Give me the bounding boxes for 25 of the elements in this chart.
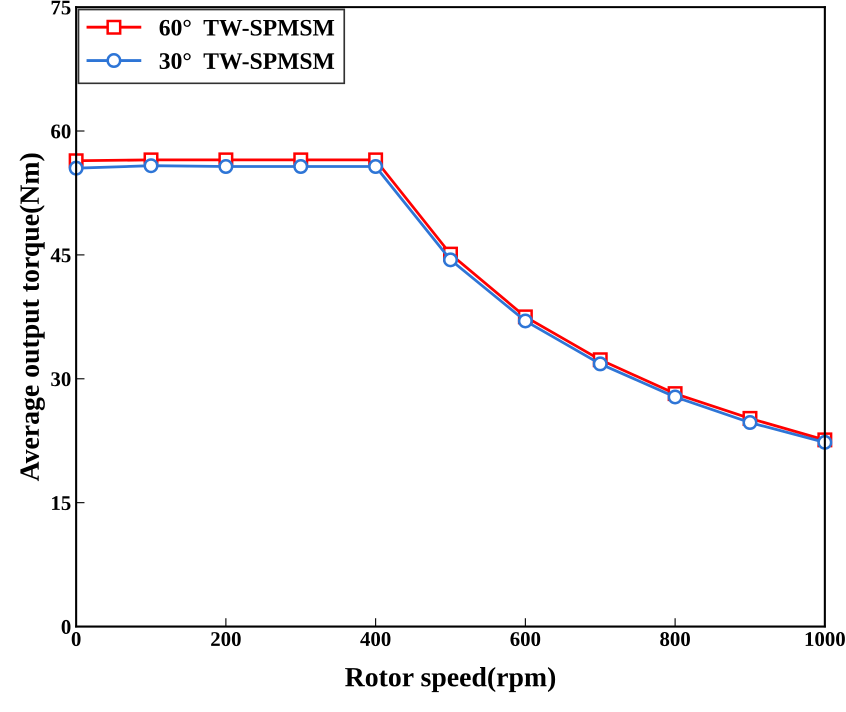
point xyxy=(668,389,683,404)
x-tick-label: 400 xyxy=(360,632,390,646)
point xyxy=(742,415,758,430)
x-axis-title: Rotor speed(rpm) xyxy=(345,666,556,692)
y-tick-label: 75 xyxy=(52,0,71,15)
legend-label: 30° TW-SPMSM xyxy=(160,53,334,70)
point xyxy=(368,159,384,174)
x-tick-label: 800 xyxy=(660,632,690,646)
legend-label: 60° TW-SPMSM xyxy=(160,20,334,36)
x-tick-label: 200 xyxy=(211,632,241,646)
point xyxy=(442,252,458,268)
y-tick-label: 30 xyxy=(51,372,70,386)
x-tick-label: 0 xyxy=(72,632,81,646)
point xyxy=(293,159,308,174)
y-tick-label: 15 xyxy=(52,496,71,510)
x-tick-label: 600 xyxy=(510,632,540,646)
y-axis-title: Average output torque(Nm) xyxy=(19,153,45,482)
point xyxy=(518,313,533,328)
point xyxy=(592,356,608,372)
point xyxy=(218,159,234,174)
point xyxy=(144,158,159,174)
y-tick-label: 45 xyxy=(50,248,71,262)
y-tick-label: 0 xyxy=(62,620,70,634)
x-tick-label: 1000 xyxy=(806,632,845,646)
y-tick-label: 60 xyxy=(51,124,70,138)
